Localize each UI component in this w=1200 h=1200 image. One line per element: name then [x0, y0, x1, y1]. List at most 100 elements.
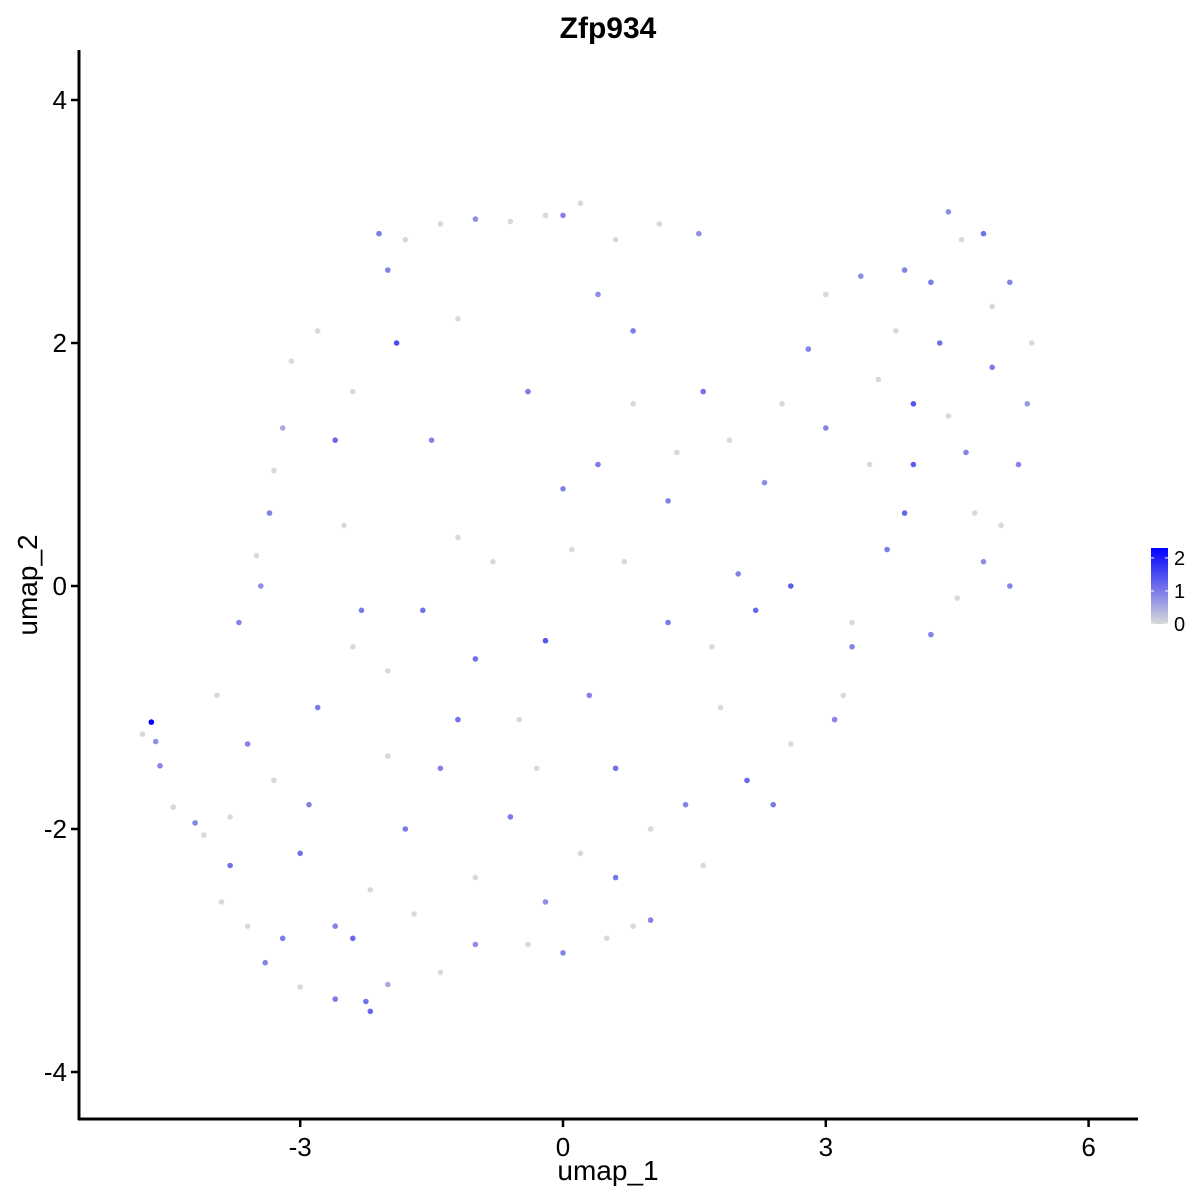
- cell-point: [612, 236, 619, 243]
- cell-point: [674, 449, 680, 456]
- cell-point: [507, 218, 514, 225]
- y-tick-label: -4: [44, 1057, 67, 1087]
- cell-point: [437, 969, 444, 976]
- cell-point: [350, 644, 356, 650]
- cell-point: [437, 765, 444, 772]
- cell-point: [630, 328, 636, 334]
- cell-point: [858, 273, 864, 280]
- cell-point: [849, 644, 855, 650]
- colorbar-ticks: 0 1 2: [1151, 548, 1185, 636]
- cell-point: [332, 437, 339, 444]
- cell-point: [980, 230, 987, 237]
- cell-point: [656, 221, 663, 227]
- cell-point: [455, 534, 461, 541]
- cell-point: [788, 583, 794, 589]
- cell-point: [849, 619, 855, 626]
- cell-point: [279, 935, 286, 942]
- cell-point: [647, 826, 654, 832]
- cell-point: [236, 619, 242, 626]
- cell-point: [472, 941, 479, 948]
- cell-point: [665, 498, 671, 504]
- cell-point: [542, 899, 549, 905]
- cell-point: [341, 522, 347, 529]
- cell-point: [910, 461, 917, 468]
- cell-point: [244, 741, 251, 747]
- cell-point: [770, 801, 776, 808]
- cell-point: [363, 998, 369, 1005]
- cell-point: [525, 388, 531, 395]
- cell-point: [717, 704, 724, 711]
- cell-point: [612, 765, 619, 772]
- y-tick-label: 2: [53, 328, 67, 358]
- cell-point: [227, 814, 233, 820]
- cell-point: [875, 376, 882, 383]
- chart-title: Zfp934: [560, 12, 657, 45]
- cell-point: [761, 479, 768, 486]
- cell-point: [279, 425, 286, 431]
- cell-point: [332, 923, 339, 929]
- y-tick-label: 4: [53, 85, 67, 115]
- cell-point: [954, 595, 960, 601]
- cell-point: [314, 328, 321, 334]
- cell-point: [152, 738, 159, 745]
- colorbar-tick-label: 0: [1174, 614, 1185, 636]
- cell-point: [420, 607, 426, 614]
- cell-point: [490, 558, 496, 565]
- cell-point: [980, 558, 987, 565]
- cell-point: [945, 209, 952, 215]
- x-tick-label: 0: [556, 1132, 570, 1162]
- cell-point: [157, 763, 163, 769]
- cell-point: [266, 510, 273, 516]
- cell-point: [963, 449, 969, 456]
- cell-point: [971, 510, 978, 516]
- cell-point: [647, 917, 654, 923]
- y-axis-ticks: -4 -2 0 2 4: [44, 85, 79, 1087]
- cell-point: [271, 467, 277, 474]
- cell-point: [455, 716, 461, 723]
- cell-point: [218, 899, 225, 905]
- cell-point: [455, 315, 461, 322]
- cell-point: [542, 212, 549, 219]
- cell-point: [1007, 279, 1013, 286]
- cell-point: [910, 401, 917, 407]
- x-tick-label: 6: [1081, 1132, 1095, 1162]
- cell-point: [630, 923, 636, 929]
- cell-point: [621, 558, 628, 565]
- cell-point: [437, 221, 444, 227]
- cell-point: [958, 236, 965, 243]
- colorbar: [1151, 548, 1168, 624]
- x-tick-label: 3: [819, 1132, 833, 1162]
- cell-point: [525, 941, 531, 948]
- cell-point: [560, 950, 566, 956]
- cell-point: [411, 911, 417, 917]
- cell-point: [385, 267, 391, 273]
- cell-point: [928, 279, 934, 286]
- cell-point: [385, 981, 391, 988]
- cell-point: [823, 291, 829, 298]
- cell-point: [560, 486, 566, 492]
- cell-point: [428, 437, 435, 444]
- cell-point: [569, 546, 575, 553]
- cell-point: [709, 644, 715, 650]
- cell-point: [1028, 340, 1035, 346]
- cell-point: [297, 984, 304, 990]
- cell-point: [1024, 401, 1031, 407]
- cell-point: [516, 716, 522, 723]
- cell-point: [700, 862, 706, 869]
- cell-point: [901, 267, 908, 273]
- cell-point: [253, 552, 260, 559]
- cell-point: [214, 692, 220, 699]
- cell-point: [936, 340, 943, 346]
- colorbar-tick-label: 2: [1174, 548, 1185, 570]
- colorbar-legend: 0 1 2: [1151, 548, 1185, 636]
- cell-point: [586, 692, 593, 699]
- cell-point: [989, 364, 995, 371]
- colorbar-tick-label: 1: [1174, 581, 1185, 603]
- cell-point: [297, 850, 304, 857]
- cell-point: [696, 230, 702, 237]
- cell-point: [288, 358, 295, 365]
- cell-point: [367, 1008, 374, 1015]
- x-axis-ticks: -3 0 3 6: [289, 1119, 1096, 1162]
- cell-point: [314, 704, 321, 711]
